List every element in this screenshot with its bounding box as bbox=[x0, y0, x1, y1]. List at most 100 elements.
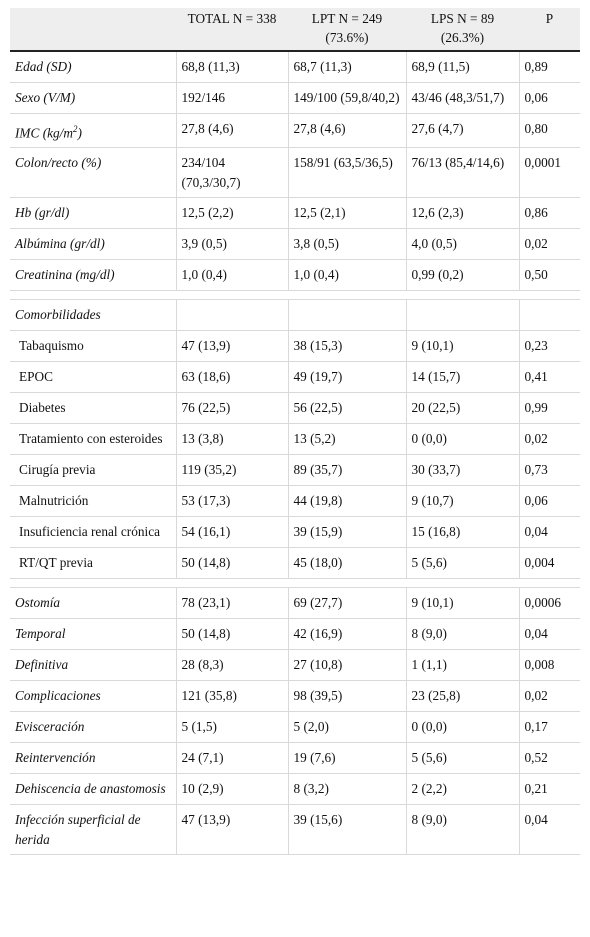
cell-lpt: 158/91 (63,5/36,5) bbox=[287, 147, 406, 199]
cell-total: 234/104 (70,3/30,7) bbox=[175, 147, 288, 199]
row-label: EPOC bbox=[10, 361, 176, 394]
cell-lpt: 38 (15,3) bbox=[287, 330, 406, 363]
table-row: Infección superficial de herida 47 (13,9… bbox=[10, 804, 580, 856]
table-body: Edad (SD) 68,8 (11,3) 68,7 (11,3) 68,9 (… bbox=[10, 51, 580, 856]
cell-lps: 23 (25,8) bbox=[405, 680, 519, 713]
cell-p: 0,004 bbox=[518, 547, 580, 580]
cell-lpt: 39 (15,9) bbox=[287, 516, 406, 549]
cell-total: 13 (3,8) bbox=[175, 423, 288, 456]
table-row: Malnutrición 53 (17,3) 44 (19,8) 9 (10,7… bbox=[10, 485, 580, 518]
cell-lps: 30 (33,7) bbox=[405, 454, 519, 487]
cell-lps: 0 (0,0) bbox=[405, 711, 519, 744]
cell-total: 54 (16,1) bbox=[175, 516, 288, 549]
cell-lps: 68,9 (11,5) bbox=[405, 51, 519, 83]
cell-p: 0,02 bbox=[518, 423, 580, 456]
cell-total: 27,8 (4,6) bbox=[175, 113, 288, 149]
cell-p: 0,04 bbox=[518, 516, 580, 549]
cell-total: 10 (2,9) bbox=[175, 773, 288, 806]
row-label: Colon/recto (%) bbox=[10, 147, 176, 199]
row-label: Evisceración bbox=[10, 711, 176, 744]
cell-total: 50 (14,8) bbox=[175, 547, 288, 580]
cell-total: 1,0 (0,4) bbox=[175, 259, 288, 292]
header-cell-lps: LPS N = 89 (26.3%) bbox=[406, 8, 519, 51]
row-label: Temporal bbox=[10, 618, 176, 651]
row-label: Tabaquismo bbox=[10, 330, 176, 363]
cell-p: 0,0006 bbox=[518, 587, 580, 620]
cell-p: 0,52 bbox=[518, 742, 580, 775]
cell-total: 68,8 (11,3) bbox=[175, 51, 288, 83]
cell-total: 53 (17,3) bbox=[175, 485, 288, 518]
cell-lps: 0 (0,0) bbox=[405, 423, 519, 456]
spacer-row bbox=[10, 290, 580, 301]
cell-p: 0,04 bbox=[518, 804, 580, 856]
cell-lps: 12,6 (2,3) bbox=[405, 197, 519, 230]
cell-lps: 5 (5,6) bbox=[405, 547, 519, 580]
cell-lpt: 8 (3,2) bbox=[287, 773, 406, 806]
table-row: Temporal 50 (14,8) 42 (16,9) 8 (9,0) 0,0… bbox=[10, 618, 580, 651]
table-row: Definitiva 28 (8,3) 27 (10,8) 1 (1,1) 0,… bbox=[10, 649, 580, 682]
cell-lpt: 1,0 (0,4) bbox=[287, 259, 406, 292]
cell-lpt: 13 (5,2) bbox=[287, 423, 406, 456]
cell-p: 0,0001 bbox=[518, 147, 580, 199]
table-row: Creatinina (mg/dl) 1,0 (0,4) 1,0 (0,4) 0… bbox=[10, 259, 580, 292]
cell-total: 50 (14,8) bbox=[175, 618, 288, 651]
cell-lps: 8 (9,0) bbox=[405, 804, 519, 856]
cell-total: 76 (22,5) bbox=[175, 392, 288, 425]
cell-total: 119 (35,2) bbox=[175, 454, 288, 487]
table-header: TOTAL N = 338 LPT N = 249 (73.6%) LPS N … bbox=[10, 8, 580, 51]
cell-total: 12,5 (2,2) bbox=[175, 197, 288, 230]
cell-p: 0,41 bbox=[518, 361, 580, 394]
cell-p: 0,80 bbox=[518, 113, 580, 149]
spacer-row bbox=[10, 578, 580, 589]
cell-p: 0,23 bbox=[518, 330, 580, 363]
table-row: Insuficiencia renal crónica 54 (16,1) 39… bbox=[10, 516, 580, 549]
cell-lpt: 98 (39,5) bbox=[287, 680, 406, 713]
cell-lps: 9 (10,7) bbox=[405, 485, 519, 518]
table-row: Reintervención 24 (7,1) 19 (7,6) 5 (5,6)… bbox=[10, 742, 580, 775]
cell-lps: 1 (1,1) bbox=[405, 649, 519, 682]
cell-lpt: 149/100 (59,8/40,2) bbox=[287, 82, 406, 114]
cell-lps: 4,0 (0,5) bbox=[405, 228, 519, 261]
cell-lpt: 49 (19,7) bbox=[287, 361, 406, 394]
cell-total: 47 (13,9) bbox=[175, 804, 288, 856]
table-row: RT/QT previa 50 (14,8) 45 (18,0) 5 (5,6)… bbox=[10, 547, 580, 580]
row-label: Ostomía bbox=[10, 587, 176, 620]
header-cell-total: TOTAL N = 338 bbox=[176, 8, 288, 51]
table-row: IMC (kg/m2) 27,8 (4,6) 27,8 (4,6) 27,6 (… bbox=[10, 113, 580, 149]
cell-p: 0,89 bbox=[518, 51, 580, 83]
table-row: Hb (gr/dl) 12,5 (2,2) 12,5 (2,1) 12,6 (2… bbox=[10, 197, 580, 230]
cell-lps: 27,6 (4,7) bbox=[405, 113, 519, 149]
empty-cell bbox=[175, 299, 288, 332]
table-row: Tratamiento con esteroides 13 (3,8) 13 (… bbox=[10, 423, 580, 456]
header-cell-lpt: LPT N = 249 (73.6%) bbox=[288, 8, 406, 51]
comparison-table: TOTAL N = 338 LPT N = 249 (73.6%) LPS N … bbox=[10, 8, 580, 856]
cell-lps: 0,99 (0,2) bbox=[405, 259, 519, 292]
cell-lpt: 39 (15,6) bbox=[287, 804, 406, 856]
row-label: Cirugía previa bbox=[10, 454, 176, 487]
cell-p: 0,86 bbox=[518, 197, 580, 230]
cell-p: 0,73 bbox=[518, 454, 580, 487]
cell-lps: 5 (5,6) bbox=[405, 742, 519, 775]
cell-p: 0,02 bbox=[518, 680, 580, 713]
cell-lpt: 27,8 (4,6) bbox=[287, 113, 406, 149]
cell-p: 0,21 bbox=[518, 773, 580, 806]
cell-lps: 15 (16,8) bbox=[405, 516, 519, 549]
row-label: Sexo (V/M) bbox=[10, 82, 176, 114]
spacer-cell bbox=[10, 578, 580, 589]
cell-p: 0,17 bbox=[518, 711, 580, 744]
row-label: Hb (gr/dl) bbox=[10, 197, 176, 230]
cell-total: 3,9 (0,5) bbox=[175, 228, 288, 261]
cell-lps: 2 (2,2) bbox=[405, 773, 519, 806]
row-label: Malnutrición bbox=[10, 485, 176, 518]
cell-lpt: 56 (22,5) bbox=[287, 392, 406, 425]
table-row: Tabaquismo 47 (13,9) 38 (15,3) 9 (10,1) … bbox=[10, 330, 580, 363]
cell-lpt: 27 (10,8) bbox=[287, 649, 406, 682]
cell-p: 0,02 bbox=[518, 228, 580, 261]
row-label-text: IMC (kg/m bbox=[15, 125, 73, 141]
cell-total: 63 (18,6) bbox=[175, 361, 288, 394]
cell-lpt: 5 (2,0) bbox=[287, 711, 406, 744]
cell-total: 121 (35,8) bbox=[175, 680, 288, 713]
cell-p: 0,99 bbox=[518, 392, 580, 425]
empty-cell bbox=[287, 299, 406, 332]
cell-total: 24 (7,1) bbox=[175, 742, 288, 775]
